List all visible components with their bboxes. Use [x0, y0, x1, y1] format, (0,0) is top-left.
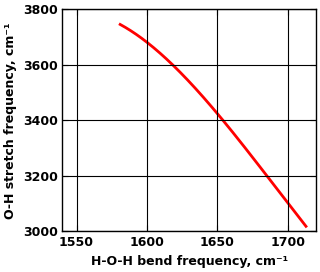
Y-axis label: O-H stretch frequency, cm⁻¹: O-H stretch frequency, cm⁻¹ — [4, 22, 17, 218]
X-axis label: H-O-H bend frequency, cm⁻¹: H-O-H bend frequency, cm⁻¹ — [91, 255, 288, 268]
